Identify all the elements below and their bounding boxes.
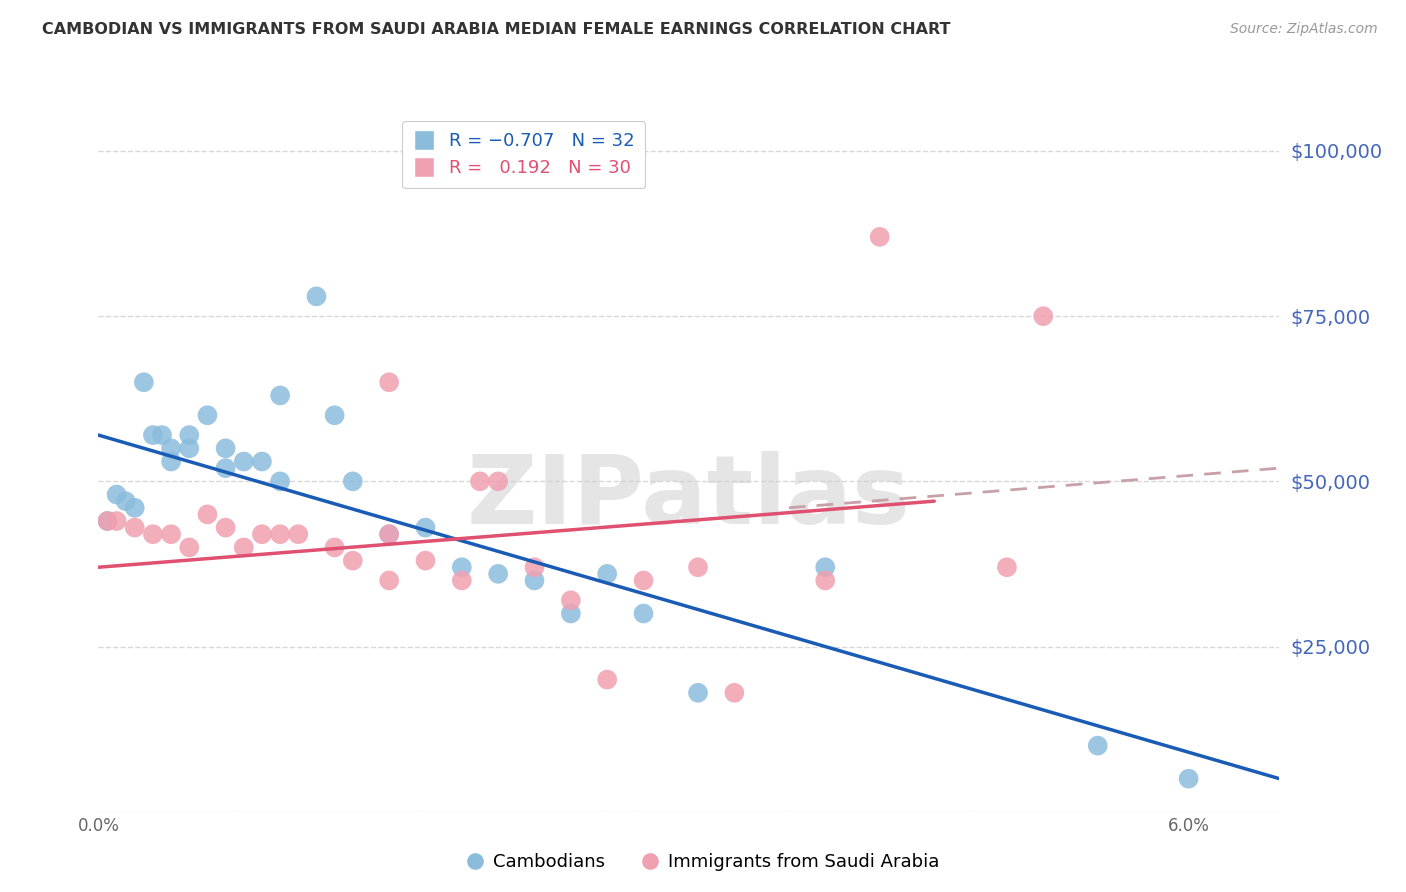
Point — [179, 428, 201, 442]
Point — [269, 527, 291, 541]
Point — [633, 607, 655, 621]
Point — [686, 686, 709, 700]
Point — [378, 574, 401, 588]
Point — [342, 475, 364, 489]
Point — [250, 454, 273, 468]
Point — [415, 554, 437, 568]
Point — [214, 442, 236, 456]
Point — [214, 461, 236, 475]
Point — [596, 566, 619, 581]
Point — [160, 454, 183, 468]
Point — [869, 230, 891, 244]
Point — [1032, 309, 1054, 323]
Point — [342, 554, 364, 568]
Point — [269, 388, 291, 402]
Point — [1087, 739, 1109, 753]
Point — [160, 442, 183, 456]
Point — [142, 527, 165, 541]
Point — [378, 527, 401, 541]
Point — [142, 428, 165, 442]
Point — [124, 500, 146, 515]
Point — [814, 560, 837, 574]
Point — [232, 454, 254, 468]
Text: Source: ZipAtlas.com: Source: ZipAtlas.com — [1230, 22, 1378, 37]
Point — [995, 560, 1018, 574]
Point — [232, 541, 254, 555]
Point — [468, 475, 491, 489]
Point — [450, 574, 472, 588]
Point — [323, 541, 346, 555]
Point — [686, 560, 709, 574]
Point — [378, 527, 401, 541]
Point — [450, 560, 472, 574]
Point — [523, 560, 546, 574]
Point — [415, 520, 437, 534]
Point — [596, 673, 619, 687]
Point — [105, 514, 128, 528]
Legend: Cambodians, Immigrants from Saudi Arabia: Cambodians, Immigrants from Saudi Arabia — [458, 847, 948, 879]
Point — [179, 442, 201, 456]
Point — [250, 527, 273, 541]
Point — [523, 574, 546, 588]
Point — [486, 475, 509, 489]
Point — [114, 494, 136, 508]
Text: CAMBODIAN VS IMMIGRANTS FROM SAUDI ARABIA MEDIAN FEMALE EARNINGS CORRELATION CHA: CAMBODIAN VS IMMIGRANTS FROM SAUDI ARABI… — [42, 22, 950, 37]
Point — [269, 475, 291, 489]
Point — [633, 574, 655, 588]
Point — [1177, 772, 1199, 786]
Point — [197, 508, 219, 522]
Point — [287, 527, 309, 541]
Point — [96, 514, 118, 528]
Point — [160, 527, 183, 541]
Point — [179, 541, 201, 555]
Point — [124, 520, 146, 534]
Text: ZIPatlas: ZIPatlas — [467, 451, 911, 544]
Point — [378, 376, 401, 390]
Point — [323, 409, 346, 423]
Point — [305, 289, 328, 303]
Point — [814, 574, 837, 588]
Legend: R = −0.707   N = 32, R =   0.192   N = 30: R = −0.707 N = 32, R = 0.192 N = 30 — [402, 121, 645, 188]
Point — [560, 607, 582, 621]
Point — [197, 409, 219, 423]
Point — [96, 514, 118, 528]
Point — [132, 376, 155, 390]
Point — [105, 487, 128, 501]
Point — [560, 593, 582, 607]
Point — [723, 686, 745, 700]
Point — [486, 566, 509, 581]
Point — [214, 520, 236, 534]
Point — [150, 428, 173, 442]
